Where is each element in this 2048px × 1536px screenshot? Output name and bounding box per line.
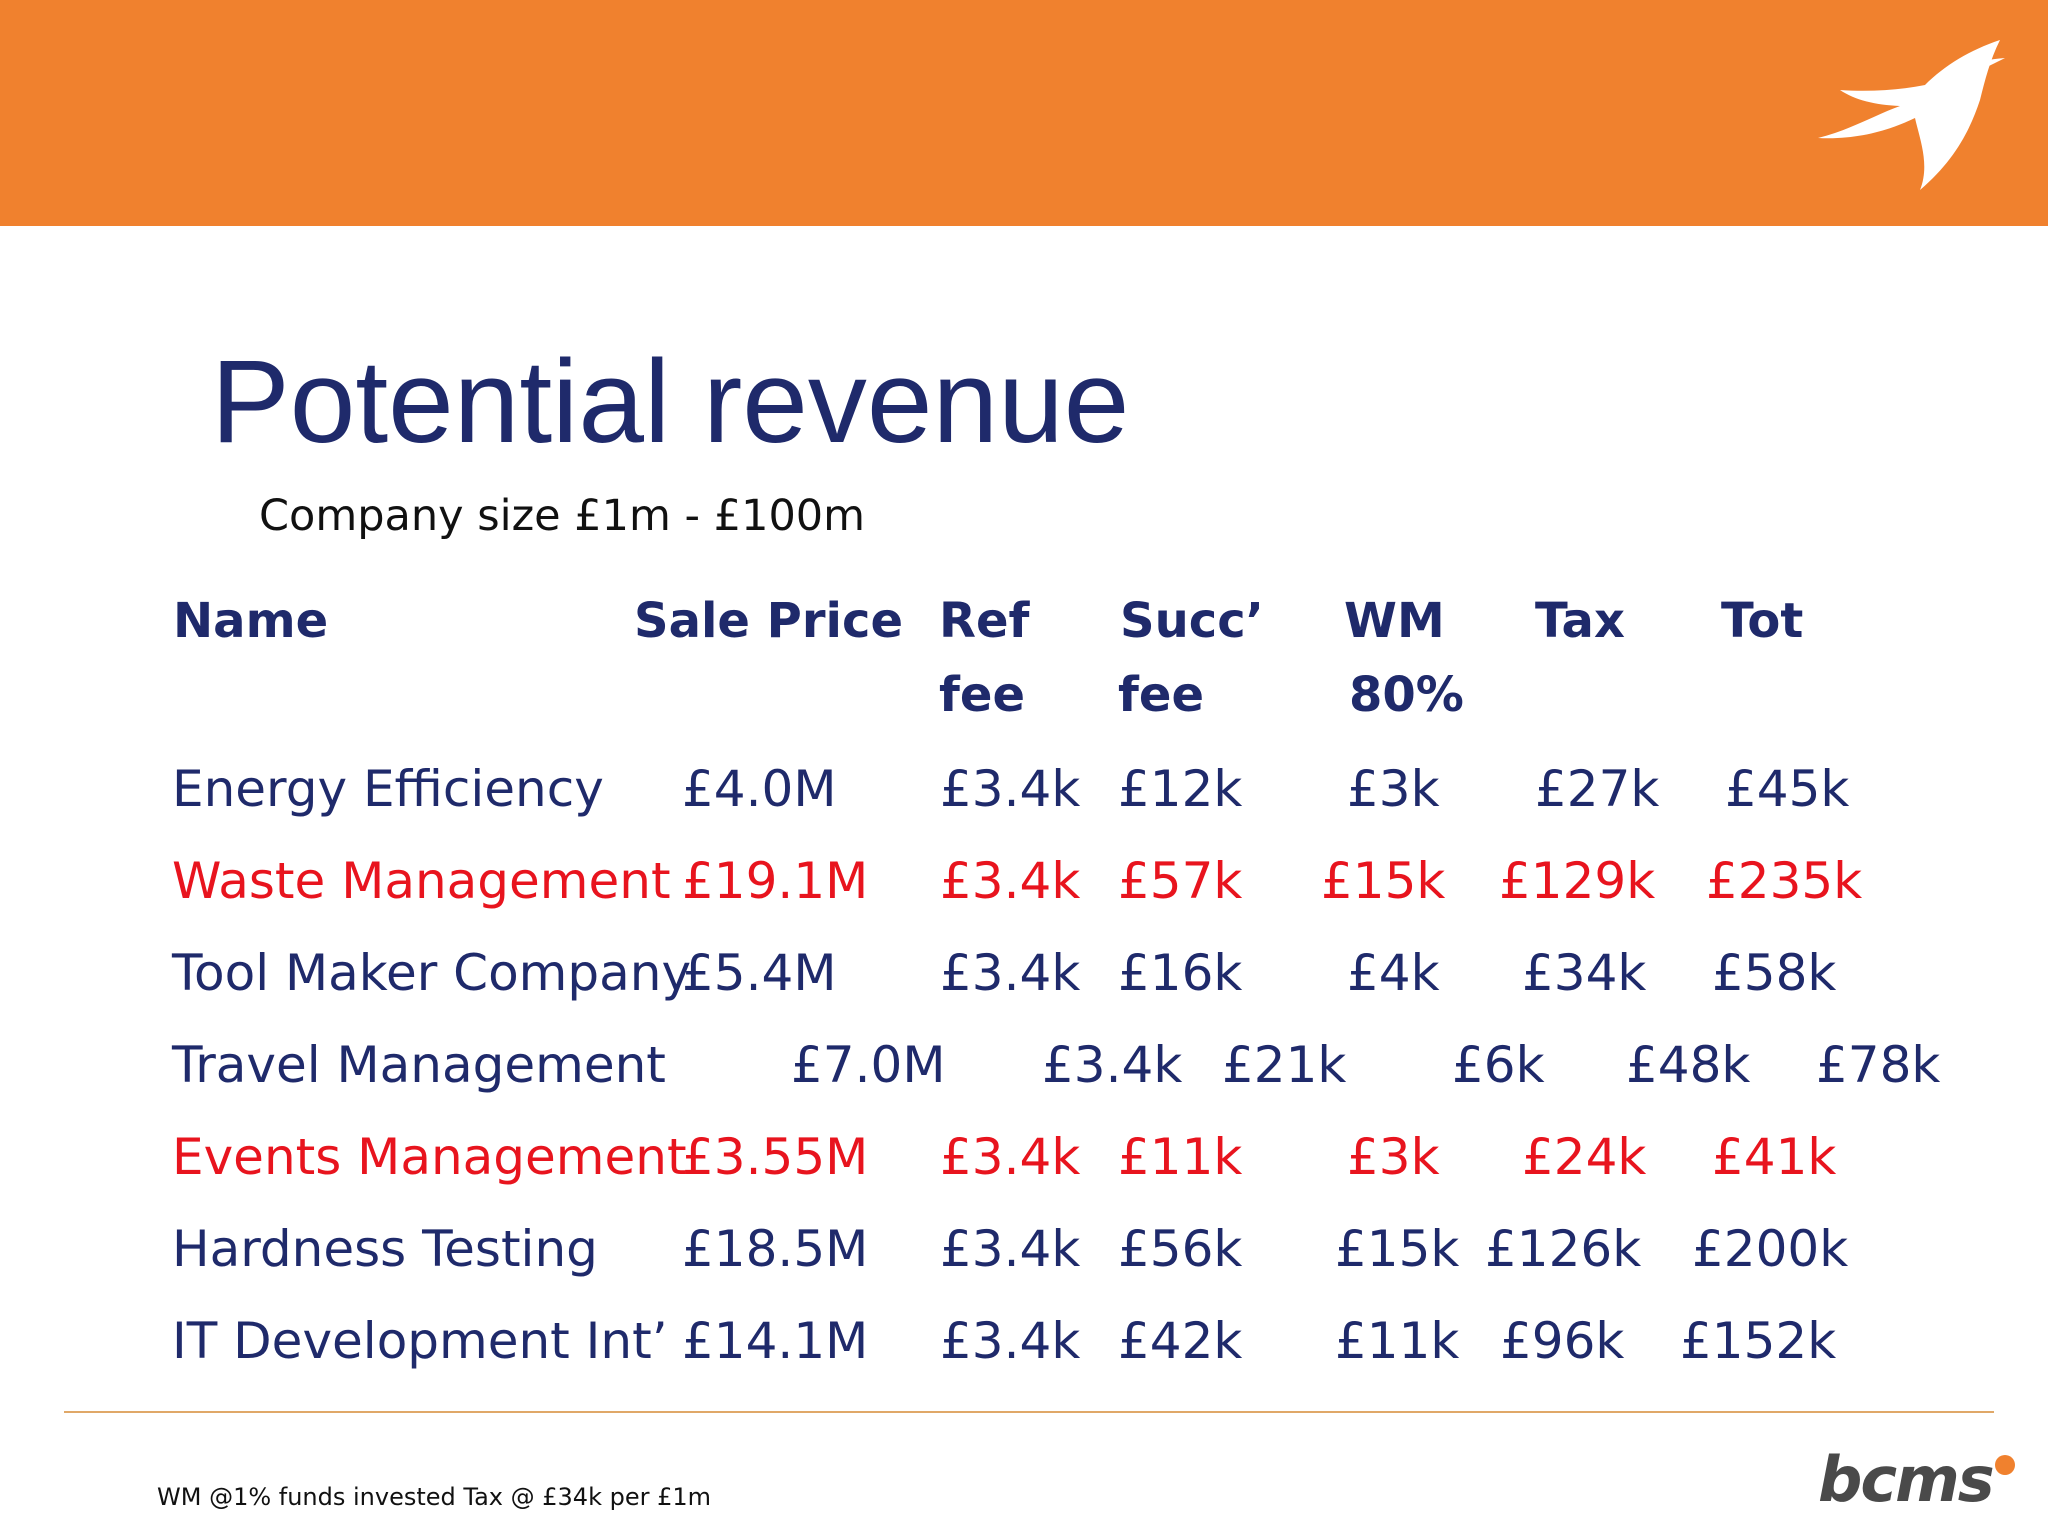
header-name: Name <box>173 593 329 649</box>
cell-tax: £24k <box>1522 1128 1647 1186</box>
header-band <box>0 0 2048 226</box>
cell-tax: £96k <box>1500 1312 1625 1370</box>
cell-ref-fee: £3.4k <box>940 852 1081 910</box>
header-tot: Tot <box>1721 593 1804 649</box>
header-wm-line2: 80% <box>1349 667 1464 723</box>
cell-sale-price: £18.5M <box>682 1220 869 1278</box>
cell-ref-fee: £3.4k <box>940 1312 1081 1370</box>
cell-succ-fee: £21k <box>1222 1036 1347 1094</box>
header-ref-fee-line1: Ref <box>939 593 1030 649</box>
cell-sale-price: £3.55M <box>682 1128 869 1186</box>
cell-name: Energy Efficiency <box>172 760 604 818</box>
cell-wm: £3k <box>1347 1128 1440 1186</box>
cell-tax: £48k <box>1626 1036 1751 1094</box>
cell-sale-price: £14.1M <box>682 1312 869 1370</box>
cell-name: Tool Maker Company <box>172 944 692 1002</box>
cell-succ-fee: £56k <box>1118 1220 1243 1278</box>
cell-name: Travel Management <box>172 1036 666 1094</box>
cell-sale-price: £4.0M <box>682 760 837 818</box>
footer-divider <box>64 1411 1994 1413</box>
cell-wm: £15k <box>1321 852 1446 910</box>
cell-tot: £58k <box>1712 944 1837 1002</box>
cell-tot: £235k <box>1706 852 1863 910</box>
page-title: Potential revenue <box>211 336 1130 468</box>
cell-succ-fee: £42k <box>1118 1312 1243 1370</box>
cell-wm: £3k <box>1347 760 1440 818</box>
cell-wm: £4k <box>1347 944 1440 1002</box>
cell-ref-fee: £3.4k <box>940 1220 1081 1278</box>
footnote: WM @1% funds invested Tax @ £34k per £1m <box>157 1483 712 1511</box>
cell-tot: £200k <box>1692 1220 1849 1278</box>
cell-name: IT Development Int’ <box>172 1312 668 1370</box>
header-ref-fee-line2: fee <box>939 667 1025 723</box>
cell-sale-price: £5.4M <box>682 944 837 1002</box>
header-succ-fee-line1: Succ’ <box>1120 593 1264 649</box>
cell-ref-fee: £3.4k <box>940 1128 1081 1186</box>
header-sale-price: Sale Price <box>634 593 903 649</box>
cell-name: Events Management <box>172 1128 687 1186</box>
cell-tax: £126k <box>1485 1220 1642 1278</box>
cell-wm: £11k <box>1335 1312 1460 1370</box>
swallow-bird-icon <box>1818 40 2005 190</box>
header-wm-line1: WM <box>1344 593 1445 649</box>
bcms-logo-text: bcms <box>1818 1443 1995 1516</box>
cell-sale-price: £19.1M <box>682 852 869 910</box>
cell-wm: £6k <box>1452 1036 1545 1094</box>
cell-succ-fee: £57k <box>1118 852 1243 910</box>
cell-ref-fee: £3.4k <box>940 760 1081 818</box>
cell-tot: £41k <box>1712 1128 1837 1186</box>
bcms-dot-icon <box>1994 1455 2015 1475</box>
cell-tax: £27k <box>1535 760 1660 818</box>
cell-tot: £152k <box>1680 1312 1837 1370</box>
cell-tax: £34k <box>1522 944 1647 1002</box>
cell-name: Hardness Testing <box>172 1220 598 1278</box>
header-tax: Tax <box>1535 593 1625 649</box>
bcms-logo: bcms <box>1818 1440 2015 1520</box>
cell-tot: £45k <box>1725 760 1850 818</box>
cell-tot: £78k <box>1816 1036 1941 1094</box>
cell-wm: £15k <box>1335 1220 1460 1278</box>
cell-ref-fee: £3.4k <box>940 944 1081 1002</box>
cell-succ-fee: £12k <box>1118 760 1243 818</box>
cell-name: Waste Management <box>172 852 671 910</box>
page-subtitle: Company size £1m - £100m <box>259 491 866 541</box>
cell-tax: £129k <box>1499 852 1656 910</box>
cell-sale-price: £7.0M <box>791 1036 946 1094</box>
cell-succ-fee: £11k <box>1118 1128 1243 1186</box>
header-succ-fee-line2: fee <box>1118 667 1204 723</box>
cell-succ-fee: £16k <box>1118 944 1243 1002</box>
cell-ref-fee: £3.4k <box>1042 1036 1183 1094</box>
